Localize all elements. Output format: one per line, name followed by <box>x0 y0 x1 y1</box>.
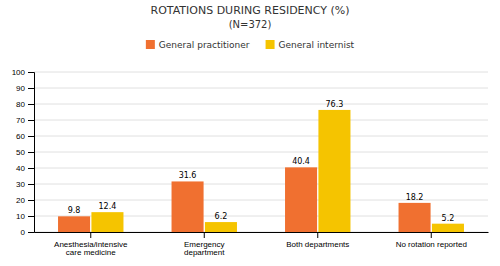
y-tick-mark <box>28 88 34 89</box>
y-tick-mark <box>28 200 34 201</box>
data-label: 31.6 <box>179 171 197 180</box>
x-tick-label: No rotation reported <box>396 240 467 249</box>
legend-swatch <box>266 40 275 49</box>
grid-line <box>34 120 488 121</box>
legend-item: General practitioner <box>146 40 250 50</box>
y-axis-line <box>28 73 35 233</box>
chart: ROTATIONS DURING RESIDENCY (%) (N=372) Gen… <box>0 0 500 266</box>
bar <box>205 222 237 232</box>
x-tick: No rotation reported <box>396 232 467 249</box>
bar <box>58 216 90 232</box>
x-tick-mark <box>90 232 91 238</box>
x-tick-label: Anesthesia/intensivecare medicine <box>54 240 128 258</box>
bar <box>285 167 317 232</box>
y-tick: 70 <box>16 116 34 125</box>
title: ROTATIONS DURING RESIDENCY (%) <box>150 4 349 17</box>
grid <box>34 72 488 232</box>
y-tick-label: 0 <box>21 228 26 237</box>
y-tick: 60 <box>16 132 34 141</box>
y-tick-mark <box>28 72 34 73</box>
data-labels: 9.8 31.6 40.4 18.2 12.4 6.2 76.3 5.2 <box>68 100 455 223</box>
y-tick-mark <box>28 136 34 137</box>
legend-label: General internist <box>279 40 355 50</box>
x-tick: Both departments <box>286 232 349 249</box>
y-tick: 90 <box>16 84 34 93</box>
x-tick-label-line: Anesthesia/intensive <box>54 240 128 249</box>
y-tick-label: 100 <box>12 68 26 77</box>
y-tick-mark <box>28 232 34 233</box>
bar <box>172 181 204 232</box>
grid-line <box>34 168 488 169</box>
bar <box>91 212 123 232</box>
grid-line <box>34 88 488 89</box>
y-tick: 20 <box>16 196 34 205</box>
x-tick-mark <box>431 232 432 238</box>
y-tick: 100 <box>12 68 34 77</box>
legend-item: General internist <box>266 40 355 50</box>
y-tick: 40 <box>16 164 34 173</box>
x-tick-mark <box>317 232 318 238</box>
data-label: 5.2 <box>442 214 455 223</box>
x-tick-label-line: care medicine <box>66 248 116 257</box>
grid-line <box>34 136 488 137</box>
y-tick-mark <box>28 184 34 185</box>
grid-line <box>34 152 488 153</box>
y-tick: 50 <box>16 148 34 157</box>
x-tick: Anesthesia/intensivecare medicine <box>54 232 128 257</box>
y-tick: 10 <box>16 212 34 221</box>
grid-line <box>34 104 488 105</box>
subtitle: (N=372) <box>229 19 272 30</box>
y-tick-label: 40 <box>16 164 25 173</box>
y-tick-label: 70 <box>16 116 25 125</box>
y-tick-label: 90 <box>16 84 25 93</box>
y-tick-label: 20 <box>16 196 25 205</box>
y-tick-label: 60 <box>16 132 25 141</box>
y-tick-mark <box>28 216 34 217</box>
data-label: 9.8 <box>68 206 81 215</box>
x-tick-label: Emergencydepartment <box>184 240 225 258</box>
y-tick-mark <box>28 168 34 169</box>
x-tick-label-line: No rotation reported <box>396 240 467 249</box>
legend-swatch <box>146 40 155 49</box>
y-tick-label: 80 <box>16 100 25 109</box>
y-tick: 30 <box>16 180 34 189</box>
data-label: 40.4 <box>292 157 310 166</box>
x-tick-label-line: Emergency <box>184 240 224 249</box>
x-axis: Anesthesia/intensivecare medicine Emergen… <box>35 232 489 257</box>
y-tick-label: 50 <box>16 148 25 157</box>
x-tick-mark <box>204 232 205 238</box>
legend: General practitioner General internist <box>146 40 355 50</box>
data-label: 18.2 <box>406 193 424 202</box>
x-tick: Emergencydepartment <box>184 232 225 257</box>
grid-line <box>34 72 488 73</box>
y-tick-label: 30 <box>16 180 25 189</box>
y-tick-mark <box>28 152 34 153</box>
x-axis-line <box>35 232 489 233</box>
x-tick-label-line: department <box>184 248 225 257</box>
legend-label: General practitioner <box>159 40 250 50</box>
data-label: 6.2 <box>215 212 228 221</box>
grid-line <box>34 184 488 185</box>
bar <box>432 224 464 232</box>
y-tick: 0 <box>21 228 34 237</box>
y-tick-label: 10 <box>16 212 25 221</box>
bar <box>318 110 350 232</box>
data-label: 76.3 <box>326 100 344 109</box>
x-tick-label: Both departments <box>286 240 349 249</box>
y-tick: 80 <box>16 100 34 109</box>
y-tick-mark <box>28 120 34 121</box>
x-tick-label-line: Both departments <box>286 240 349 249</box>
y-tick-mark <box>28 104 34 105</box>
bar <box>399 203 431 232</box>
data-label: 12.4 <box>99 202 117 211</box>
y-axis: 0 10 20 30 40 50 60 70 80 90 100 <box>12 68 35 237</box>
plot: 9.8 31.6 40.4 18.2 12.4 6.2 76.3 5.2 0 10 20 30 40 50… <box>12 68 489 257</box>
bars <box>58 110 464 232</box>
